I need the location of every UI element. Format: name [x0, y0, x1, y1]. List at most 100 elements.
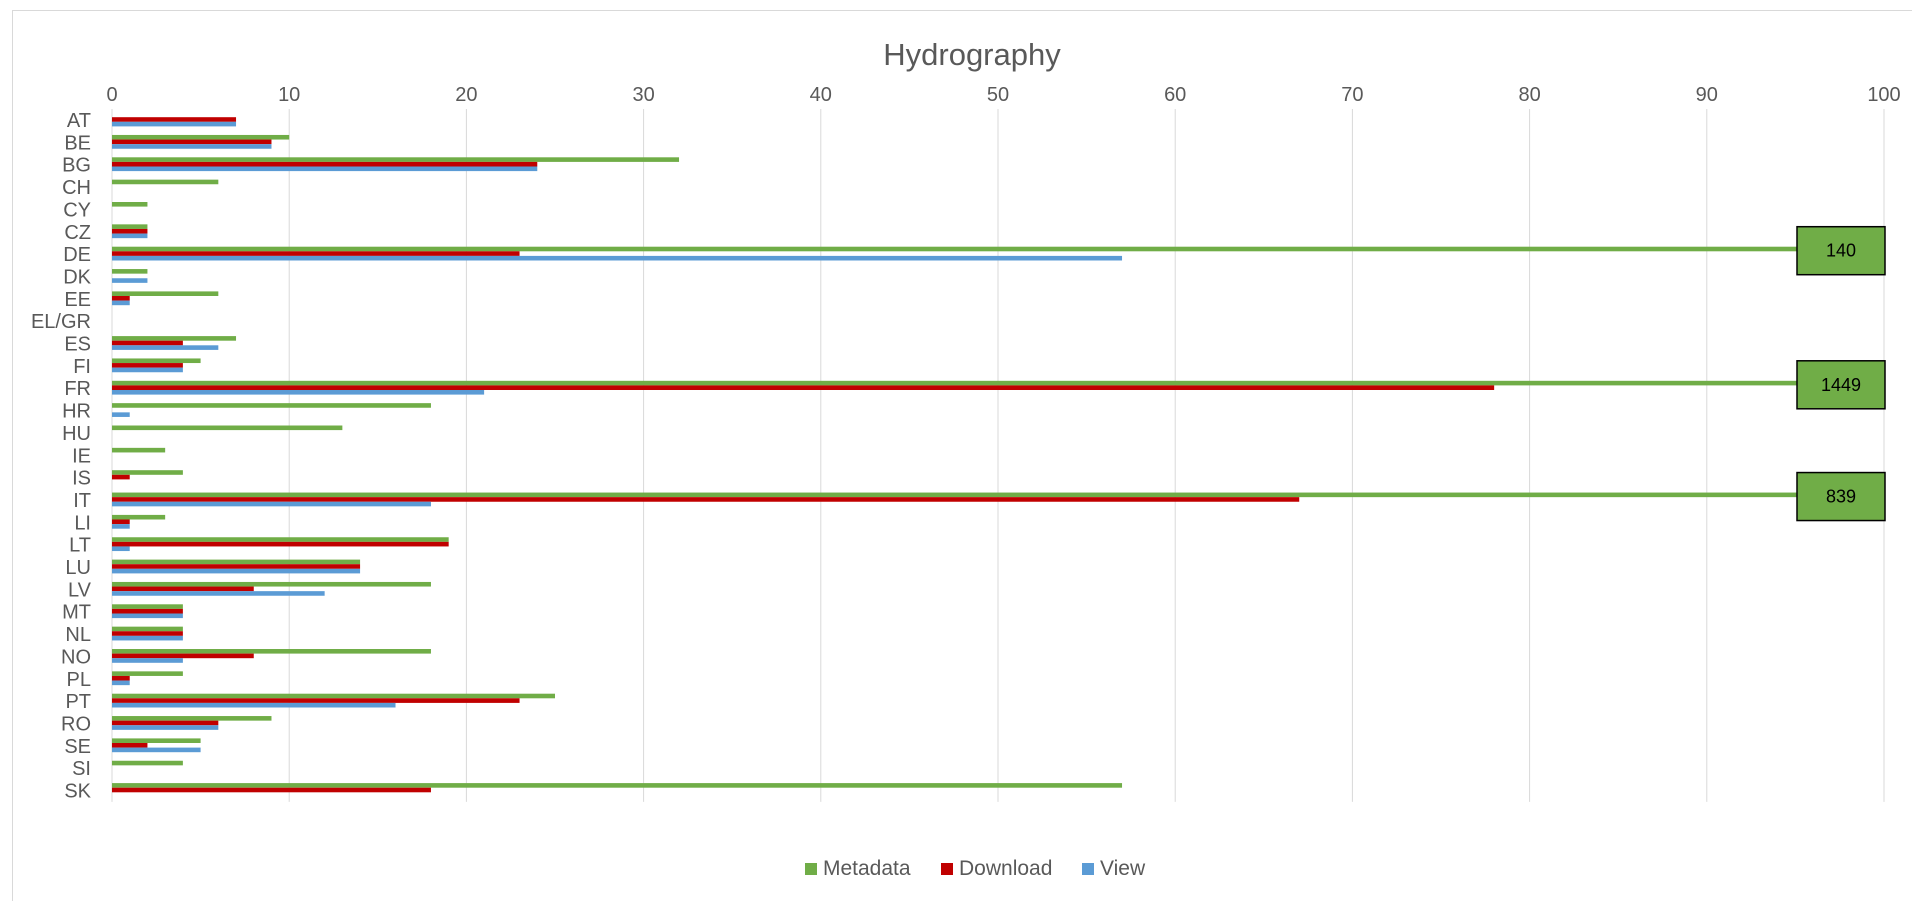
category-label: DK: [63, 266, 91, 288]
bar-download: [112, 720, 219, 726]
x-tick-label: 90: [1696, 84, 1718, 106]
category-label: EL/GR: [31, 311, 91, 333]
legend-label-metadata: Metadata: [823, 857, 911, 880]
chart-frame: Hydrography 0 10 20 30 40 50 60 70 80 90 100 AT BE B…: [12, 10, 1912, 901]
category-label: ES: [64, 334, 91, 356]
category-label: HU: [62, 423, 91, 445]
bar-metadata: [112, 738, 201, 743]
bar-download: [112, 497, 1300, 502]
chart-title: Hydrography: [883, 37, 1061, 72]
bar-view: [112, 546, 130, 552]
category-label: PT: [65, 691, 91, 713]
bar-metadata: [112, 157, 680, 162]
bar-view: [112, 390, 485, 395]
bar-metadata: [112, 269, 148, 274]
category-label: IS: [72, 468, 91, 490]
category-label: CY: [63, 199, 91, 221]
data-callout-label: 839: [1826, 487, 1856, 507]
bar-view: [112, 278, 148, 283]
gridlines: [111, 109, 1885, 802]
category-label: SK: [64, 781, 91, 803]
bar-download: [112, 474, 130, 480]
data-callouts: 140 1449 839: [1796, 225, 1886, 522]
category-label: IT: [73, 490, 91, 512]
bar-view: [112, 658, 183, 663]
category-label: HR: [62, 401, 91, 423]
bar-view: [112, 702, 396, 708]
data-callout-label: 1449: [1821, 375, 1861, 395]
bar-metadata: [112, 514, 166, 520]
bar-download: [112, 385, 1495, 390]
bar-metadata: [112, 760, 183, 766]
bar-metadata: [112, 671, 183, 676]
x-tick-label: 50: [987, 84, 1009, 106]
x-tick-label: 20: [455, 84, 477, 106]
bar-metadata: [112, 716, 272, 721]
bar-view: [112, 300, 130, 306]
legend-label-download: Download: [959, 857, 1052, 880]
category-label: PL: [67, 669, 91, 691]
bar-metadata: [112, 559, 361, 565]
data-callout-box: [1796, 225, 1886, 276]
bar-download: [112, 564, 361, 569]
legend-swatch-download: [941, 863, 953, 875]
bars: [112, 117, 1884, 793]
bar-metadata: [112, 224, 148, 229]
x-tick-label: 100: [1867, 84, 1900, 106]
x-tick-label: 60: [1164, 84, 1186, 106]
x-tick-label: 80: [1518, 84, 1540, 106]
legend-swatch-metadata: [805, 863, 817, 875]
bar-view: [112, 680, 130, 686]
bar-download: [112, 631, 183, 636]
bar-download: [112, 608, 183, 614]
bar-view: [112, 255, 1123, 261]
bar-metadata: [112, 380, 1884, 386]
legend-swatch-view: [1082, 863, 1094, 875]
bar-view: [112, 345, 219, 350]
bar-metadata: [112, 134, 290, 140]
bar-metadata: [112, 447, 166, 453]
bar-download: [112, 117, 237, 122]
bar-metadata: [112, 179, 219, 185]
x-tick-label: 0: [106, 84, 117, 106]
bar-download: [112, 698, 520, 703]
data-callout-box: [1796, 360, 1886, 410]
category-label: LV: [68, 579, 92, 601]
bar-view: [112, 166, 538, 172]
bar-metadata: [112, 649, 431, 654]
category-label: IE: [72, 445, 91, 467]
bar-metadata: [112, 336, 237, 341]
category-labels: ATBEBGCHCYCZDEDKEEEL/GRESFIFRHRHUIEISITL…: [31, 110, 92, 803]
category-label: BE: [64, 132, 91, 154]
category-label: SI: [72, 758, 91, 780]
bar-view: [112, 568, 361, 574]
category-label: NO: [61, 646, 91, 668]
category-label: LU: [65, 557, 91, 579]
bar-metadata: [112, 470, 183, 475]
bar-metadata: [112, 291, 219, 296]
category-label: FI: [73, 356, 91, 378]
bar-view: [112, 524, 130, 529]
category-label: RO: [61, 713, 91, 735]
category-label: BG: [62, 155, 91, 177]
category-label: DE: [63, 244, 91, 266]
bar-metadata: [112, 246, 1884, 252]
bar-download: [112, 586, 254, 592]
category-label: LT: [69, 535, 91, 557]
category-label: AT: [67, 110, 91, 132]
bar-view: [112, 121, 237, 127]
bar-metadata: [112, 492, 1884, 498]
bar-download: [112, 296, 130, 301]
bar-metadata: [112, 425, 343, 431]
bar-view: [112, 591, 325, 596]
category-label: CH: [62, 177, 91, 199]
x-tick-label: 10: [278, 84, 300, 106]
bar-download: [112, 363, 183, 368]
bar-metadata: [112, 604, 183, 609]
bar-view: [112, 144, 272, 149]
bar-download: [112, 541, 449, 547]
bar-metadata: [112, 693, 555, 699]
x-tick-label: 30: [632, 84, 654, 106]
bar-view: [112, 233, 148, 239]
bar-download: [112, 743, 148, 748]
